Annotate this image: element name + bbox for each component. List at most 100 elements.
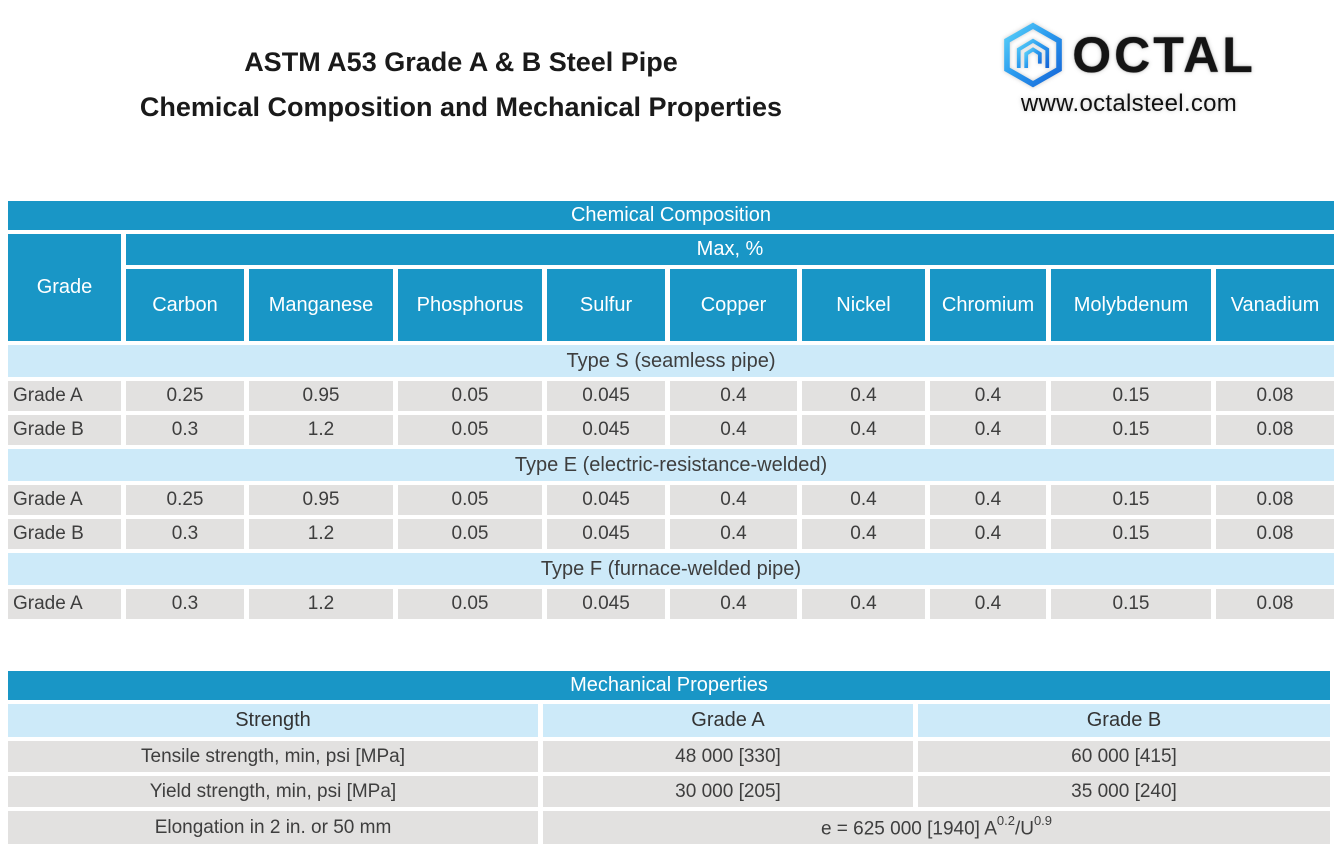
chem-table-title: Chemical Composition — [8, 201, 1334, 230]
chem-value-cell: 0.4 — [802, 415, 925, 445]
chem-value-cell: 0.15 — [1051, 415, 1211, 445]
table-row: Strength Grade A Grade B — [8, 704, 1330, 737]
chem-value-cell: 0.4 — [670, 485, 797, 515]
chem-value-cell: 0.4 — [930, 381, 1046, 411]
chem-value-cell: 0.25 — [126, 485, 244, 515]
chem-value-cell: 0.4 — [930, 485, 1046, 515]
chem-value-cell: 1.2 — [249, 589, 393, 619]
table-row: Elongation in 2 in. or 50 mm e = 625 000… — [8, 811, 1330, 844]
mech-col-header-grade-b: Grade B — [918, 704, 1330, 737]
chem-value-cell: 1.2 — [249, 415, 393, 445]
mech-col-header-strength: Strength — [8, 704, 538, 737]
chem-value-cell: 0.15 — [1051, 519, 1211, 549]
mechanical-properties-table: Mechanical Properties Strength Grade A G… — [3, 667, 1335, 848]
chem-value-cell: 0.045 — [547, 485, 665, 515]
chem-value-cell: 0.4 — [930, 415, 1046, 445]
chem-col-header-copper: Copper — [670, 269, 797, 341]
chem-value-cell: 0.15 — [1051, 485, 1211, 515]
mech-col-header-grade-a: Grade A — [543, 704, 913, 737]
table-row: Grade A 0.25 0.95 0.05 0.045 0.4 0.4 0.4… — [8, 381, 1334, 411]
chem-col-header-chromium: Chromium — [930, 269, 1046, 341]
chem-value-cell: 0.4 — [802, 485, 925, 515]
chem-grade-cell: Grade B — [8, 415, 121, 445]
table-row: Type E (electric-resistance-welded) — [8, 449, 1334, 481]
section-label-type-f: Type F (furnace-welded pipe) — [8, 553, 1334, 585]
chem-value-cell: 0.4 — [802, 381, 925, 411]
chem-value-cell: 0.08 — [1216, 381, 1334, 411]
chem-value-cell: 0.045 — [547, 519, 665, 549]
table-row: Chemical Composition — [8, 201, 1334, 230]
table-row: Grade A 0.3 1.2 0.05 0.045 0.4 0.4 0.4 0… — [8, 589, 1334, 619]
chem-value-cell: 0.3 — [126, 415, 244, 445]
chem-col-header-sulfur: Sulfur — [547, 269, 665, 341]
chem-value-cell: 0.08 — [1216, 415, 1334, 445]
formula-mid: /U — [1014, 818, 1034, 840]
chem-max-header: Max, % — [126, 234, 1334, 265]
chem-col-header-phosphorus: Phosphorus — [398, 269, 542, 341]
chem-value-cell: 0.95 — [249, 381, 393, 411]
mech-value-cell: 30 000 [205] — [543, 776, 913, 807]
chem-grade-cell: Grade B — [8, 519, 121, 549]
brand-logo: OCTAL www.octalsteel.com — [984, 22, 1274, 118]
chem-value-cell: 0.4 — [802, 519, 925, 549]
chem-col-header-molybdenum: Molybdenum — [1051, 269, 1211, 341]
chem-value-cell: 0.08 — [1216, 485, 1334, 515]
chem-col-header-vanadium: Vanadium — [1216, 269, 1334, 341]
table-row: Type F (furnace-welded pipe) — [8, 553, 1334, 585]
chem-value-cell: 0.15 — [1051, 589, 1211, 619]
chem-value-cell: 0.08 — [1216, 519, 1334, 549]
chemical-composition-table: Chemical Composition Grade Max, % Carbon… — [3, 197, 1339, 623]
chem-value-cell: 0.05 — [398, 381, 542, 411]
table-row: Carbon Manganese Phosphorus Sulfur Coppe… — [8, 269, 1334, 341]
table-row: Grade B 0.3 1.2 0.05 0.045 0.4 0.4 0.4 0… — [8, 415, 1334, 445]
table-row: Mechanical Properties — [8, 671, 1330, 700]
chem-col-header-nickel: Nickel — [802, 269, 925, 341]
chem-value-cell: 0.045 — [547, 589, 665, 619]
chem-value-cell: 0.05 — [398, 519, 542, 549]
tables-container: Chemical Composition Grade Max, % Carbon… — [3, 197, 1340, 848]
chem-value-cell: 0.25 — [126, 381, 244, 411]
chem-value-cell: 0.3 — [126, 589, 244, 619]
chem-value-cell: 0.95 — [249, 485, 393, 515]
table-row: Type S (seamless pipe) — [8, 345, 1334, 377]
page-title-line2: Chemical Composition and Mechanical Prop… — [139, 92, 783, 122]
chem-value-cell: 0.15 — [1051, 381, 1211, 411]
chem-grade-header: Grade — [8, 234, 121, 341]
chem-value-cell: 0.08 — [1216, 589, 1334, 619]
chem-value-cell: 0.4 — [670, 519, 797, 549]
chem-value-cell: 0.045 — [547, 381, 665, 411]
mech-row-label: Yield strength, min, psi [MPa] — [8, 776, 538, 807]
chem-value-cell: 0.4 — [670, 589, 797, 619]
table-row: Yield strength, min, psi [MPa] 30 000 [2… — [8, 776, 1330, 807]
mech-value-cell: 35 000 [240] — [918, 776, 1330, 807]
chem-value-cell: 0.4 — [930, 519, 1046, 549]
brand-website: www.octalsteel.com — [1020, 90, 1238, 117]
chem-value-cell: 1.2 — [249, 519, 393, 549]
table-row: Grade A 0.25 0.95 0.05 0.045 0.4 0.4 0.4… — [8, 485, 1334, 515]
table-row: Grade B 0.3 1.2 0.05 0.045 0.4 0.4 0.4 0… — [8, 519, 1334, 549]
chem-value-cell: 0.05 — [398, 485, 542, 515]
table-row: Grade Max, % — [8, 234, 1334, 341]
page-title-line1: ASTM A53 Grade A & B Steel Pipe — [244, 47, 678, 77]
chem-col-header-carbon: Carbon — [126, 269, 244, 341]
section-label-type-e: Type E (electric-resistance-welded) — [8, 449, 1334, 481]
hexagon-pipe-icon — [1004, 22, 1063, 88]
formula-prefix: e = 625 000 [1940] A — [820, 818, 997, 840]
formula-superscript: 0.9 — [1033, 812, 1053, 828]
chem-value-cell: 0.3 — [126, 519, 244, 549]
chem-value-cell: 0.05 — [398, 415, 542, 445]
chem-value-cell: 0.4 — [670, 415, 797, 445]
chem-value-cell: 0.4 — [802, 589, 925, 619]
chem-grade-cell: Grade A — [8, 589, 121, 619]
brand-name: OCTAL — [1072, 27, 1256, 83]
chem-value-cell: 0.4 — [930, 589, 1046, 619]
document-header: ASTM A53 Grade A & B Steel Pipe Chemical… — [0, 0, 1340, 160]
mech-row-label: Tensile strength, min, psi [MPa] — [8, 741, 538, 772]
mech-value-cell: 60 000 [415] — [918, 741, 1330, 772]
mech-row-label: Elongation in 2 in. or 50 mm — [8, 811, 538, 844]
elongation-formula: e = 625 000 [1940] A0.2/U0.9 — [543, 811, 1330, 844]
chem-value-cell: 0.045 — [547, 415, 665, 445]
table-row: Tensile strength, min, psi [MPa] 48 000 … — [8, 741, 1330, 772]
mech-value-cell: 48 000 [330] — [543, 741, 913, 772]
section-label-type-s: Type S (seamless pipe) — [8, 345, 1334, 377]
